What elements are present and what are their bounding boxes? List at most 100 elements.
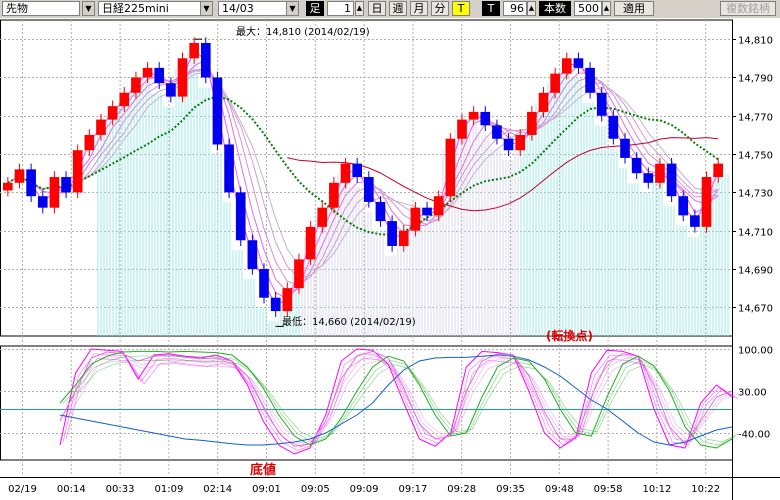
time-tick-label: 09:48: [545, 484, 574, 495]
toolbar: 先物 ▼ 日経225mini ▼ 14/03 ▼ 足 1 ▲ 日 週 月 分 T…: [0, 0, 780, 19]
candle-body: [678, 196, 689, 216]
apply-button[interactable]: 適用: [614, 1, 654, 16]
contract-select[interactable]: 14/03: [218, 1, 298, 16]
candle-body: [235, 192, 246, 241]
tick-mode-button[interactable]: T: [452, 1, 470, 16]
tick-spinner-icon[interactable]: ▲: [527, 1, 536, 16]
chart-annotations: 最大：14,810 (2014/02/19) 最低：14,660 (2014/0…: [236, 25, 593, 478]
price-tick-label: 14,690: [738, 266, 773, 277]
candle-body: [37, 196, 48, 208]
time-tick-label: 09:09: [350, 484, 379, 495]
candle-body: [375, 201, 386, 222]
candle-body: [596, 92, 607, 116]
candle-body: [364, 177, 374, 202]
candle-body: [492, 125, 502, 139]
time-tick-label: 10:12: [642, 484, 671, 495]
moving-average-line: [7, 69, 719, 286]
time-tick-label: 02:14: [203, 484, 232, 495]
candle-body: [573, 58, 584, 68]
count-spinner-icon[interactable]: ▲: [602, 1, 611, 16]
bar-count-spinner-icon[interactable]: ▲: [355, 1, 364, 16]
count-input[interactable]: 500: [574, 1, 602, 16]
oscillator-line-variant: [65, 358, 739, 448]
candle-body: [189, 42, 199, 59]
candle-body: [713, 163, 723, 178]
multi-issue-label: 複数銘柄: [726, 2, 770, 15]
price-tick-label: 14,790: [738, 74, 773, 85]
period-minute-label: 分: [434, 2, 446, 15]
candle-body: [270, 297, 281, 312]
turning-point-annotation: (転換点): [546, 328, 593, 343]
candle-body: [317, 207, 328, 227]
period-week-button[interactable]: 週: [389, 1, 407, 16]
moving-average-line: [7, 68, 719, 293]
candle-body: [154, 67, 165, 84]
time-tick-label: 09:05: [301, 484, 330, 495]
candle-body: [14, 169, 25, 183]
market-select[interactable]: 先物: [2, 1, 80, 16]
candle-body: [119, 92, 130, 107]
candle-body: [282, 288, 293, 312]
market-dropdown-arrow-icon[interactable]: ▼: [82, 1, 95, 16]
candle-body: [212, 77, 223, 145]
price-tick-label: 14,670: [738, 304, 773, 315]
candle-body: [26, 169, 36, 197]
candle-body: [468, 111, 479, 120]
candle-body: [631, 157, 642, 174]
candle-body: [3, 182, 13, 191]
multi-issue-button[interactable]: 複数銘柄: [720, 1, 776, 16]
contract-dropdown-arrow-icon[interactable]: ▼: [286, 1, 299, 16]
product-select[interactable]: 日経225mini: [98, 1, 210, 16]
tick-label-text: T: [487, 2, 495, 15]
bar-count-value: 1: [344, 2, 351, 15]
time-axis: 02/19 00:14 00:33 01:09 02:14 09:01 09:05 09:09…: [8, 484, 720, 495]
candle-body: [585, 67, 595, 93]
candle-body: [247, 240, 258, 269]
candle-body: [643, 173, 654, 183]
oscillator-tick-label: 30.00: [738, 388, 767, 399]
tick-input[interactable]: 96: [503, 1, 527, 16]
count-mode-label: 本数: [539, 1, 571, 16]
candle-body: [561, 58, 572, 74]
oscillator-line-variant: [62, 353, 736, 451]
candle-body: [550, 73, 560, 93]
period-month-label: 月: [413, 2, 425, 15]
bar-count-input[interactable]: 1: [327, 1, 354, 16]
candlestick-series: [3, 37, 723, 317]
chart-area: 14,810 14,790 14,770 14,750 14,730 14,710 14,6…: [0, 18, 780, 500]
apply-button-label: 適用: [623, 2, 645, 15]
count-mode-text: 本数: [544, 2, 566, 15]
candle-body: [107, 106, 118, 120]
period-day-button[interactable]: 日: [368, 1, 386, 16]
candle-body: [340, 163, 351, 183]
oscillator-line: [59, 354, 733, 446]
oscillator-line-variant: [65, 360, 739, 441]
candle-body: [72, 150, 83, 193]
candle-body: [410, 207, 421, 231]
period-day-label: 日: [371, 2, 383, 15]
candle-body: [538, 92, 549, 112]
oscillator-line: [59, 348, 733, 455]
candle-body: [515, 134, 526, 151]
price-tick-label: 14,770: [738, 113, 773, 124]
oscillator-line-variant: [62, 355, 736, 446]
price-tick-label: 14,810: [738, 36, 773, 47]
tick-label: T: [482, 1, 500, 16]
price-axis: 14,810 14,790 14,770 14,750 14,730 14,710 14,6…: [732, 36, 773, 441]
moving-average-line: [7, 71, 719, 271]
volume-hatch: [97, 52, 729, 336]
product-dropdown-arrow-icon[interactable]: ▼: [200, 1, 213, 16]
low-annotation: 最低：14,660 (2014/02/19): [282, 315, 416, 328]
bar-type-label-text: 足: [309, 2, 321, 15]
period-minute-button[interactable]: 分: [431, 1, 449, 16]
candle-body: [200, 42, 211, 78]
candle-body: [457, 119, 467, 139]
candle-body: [294, 259, 304, 289]
time-tick-label: 10:22: [691, 484, 720, 495]
candle-body: [433, 196, 444, 216]
period-month-button[interactable]: 月: [410, 1, 428, 16]
candle-body: [445, 138, 456, 197]
time-tick-label: 09:17: [398, 484, 427, 495]
moving-average-line: [7, 70, 719, 279]
candle-body: [398, 230, 409, 246]
